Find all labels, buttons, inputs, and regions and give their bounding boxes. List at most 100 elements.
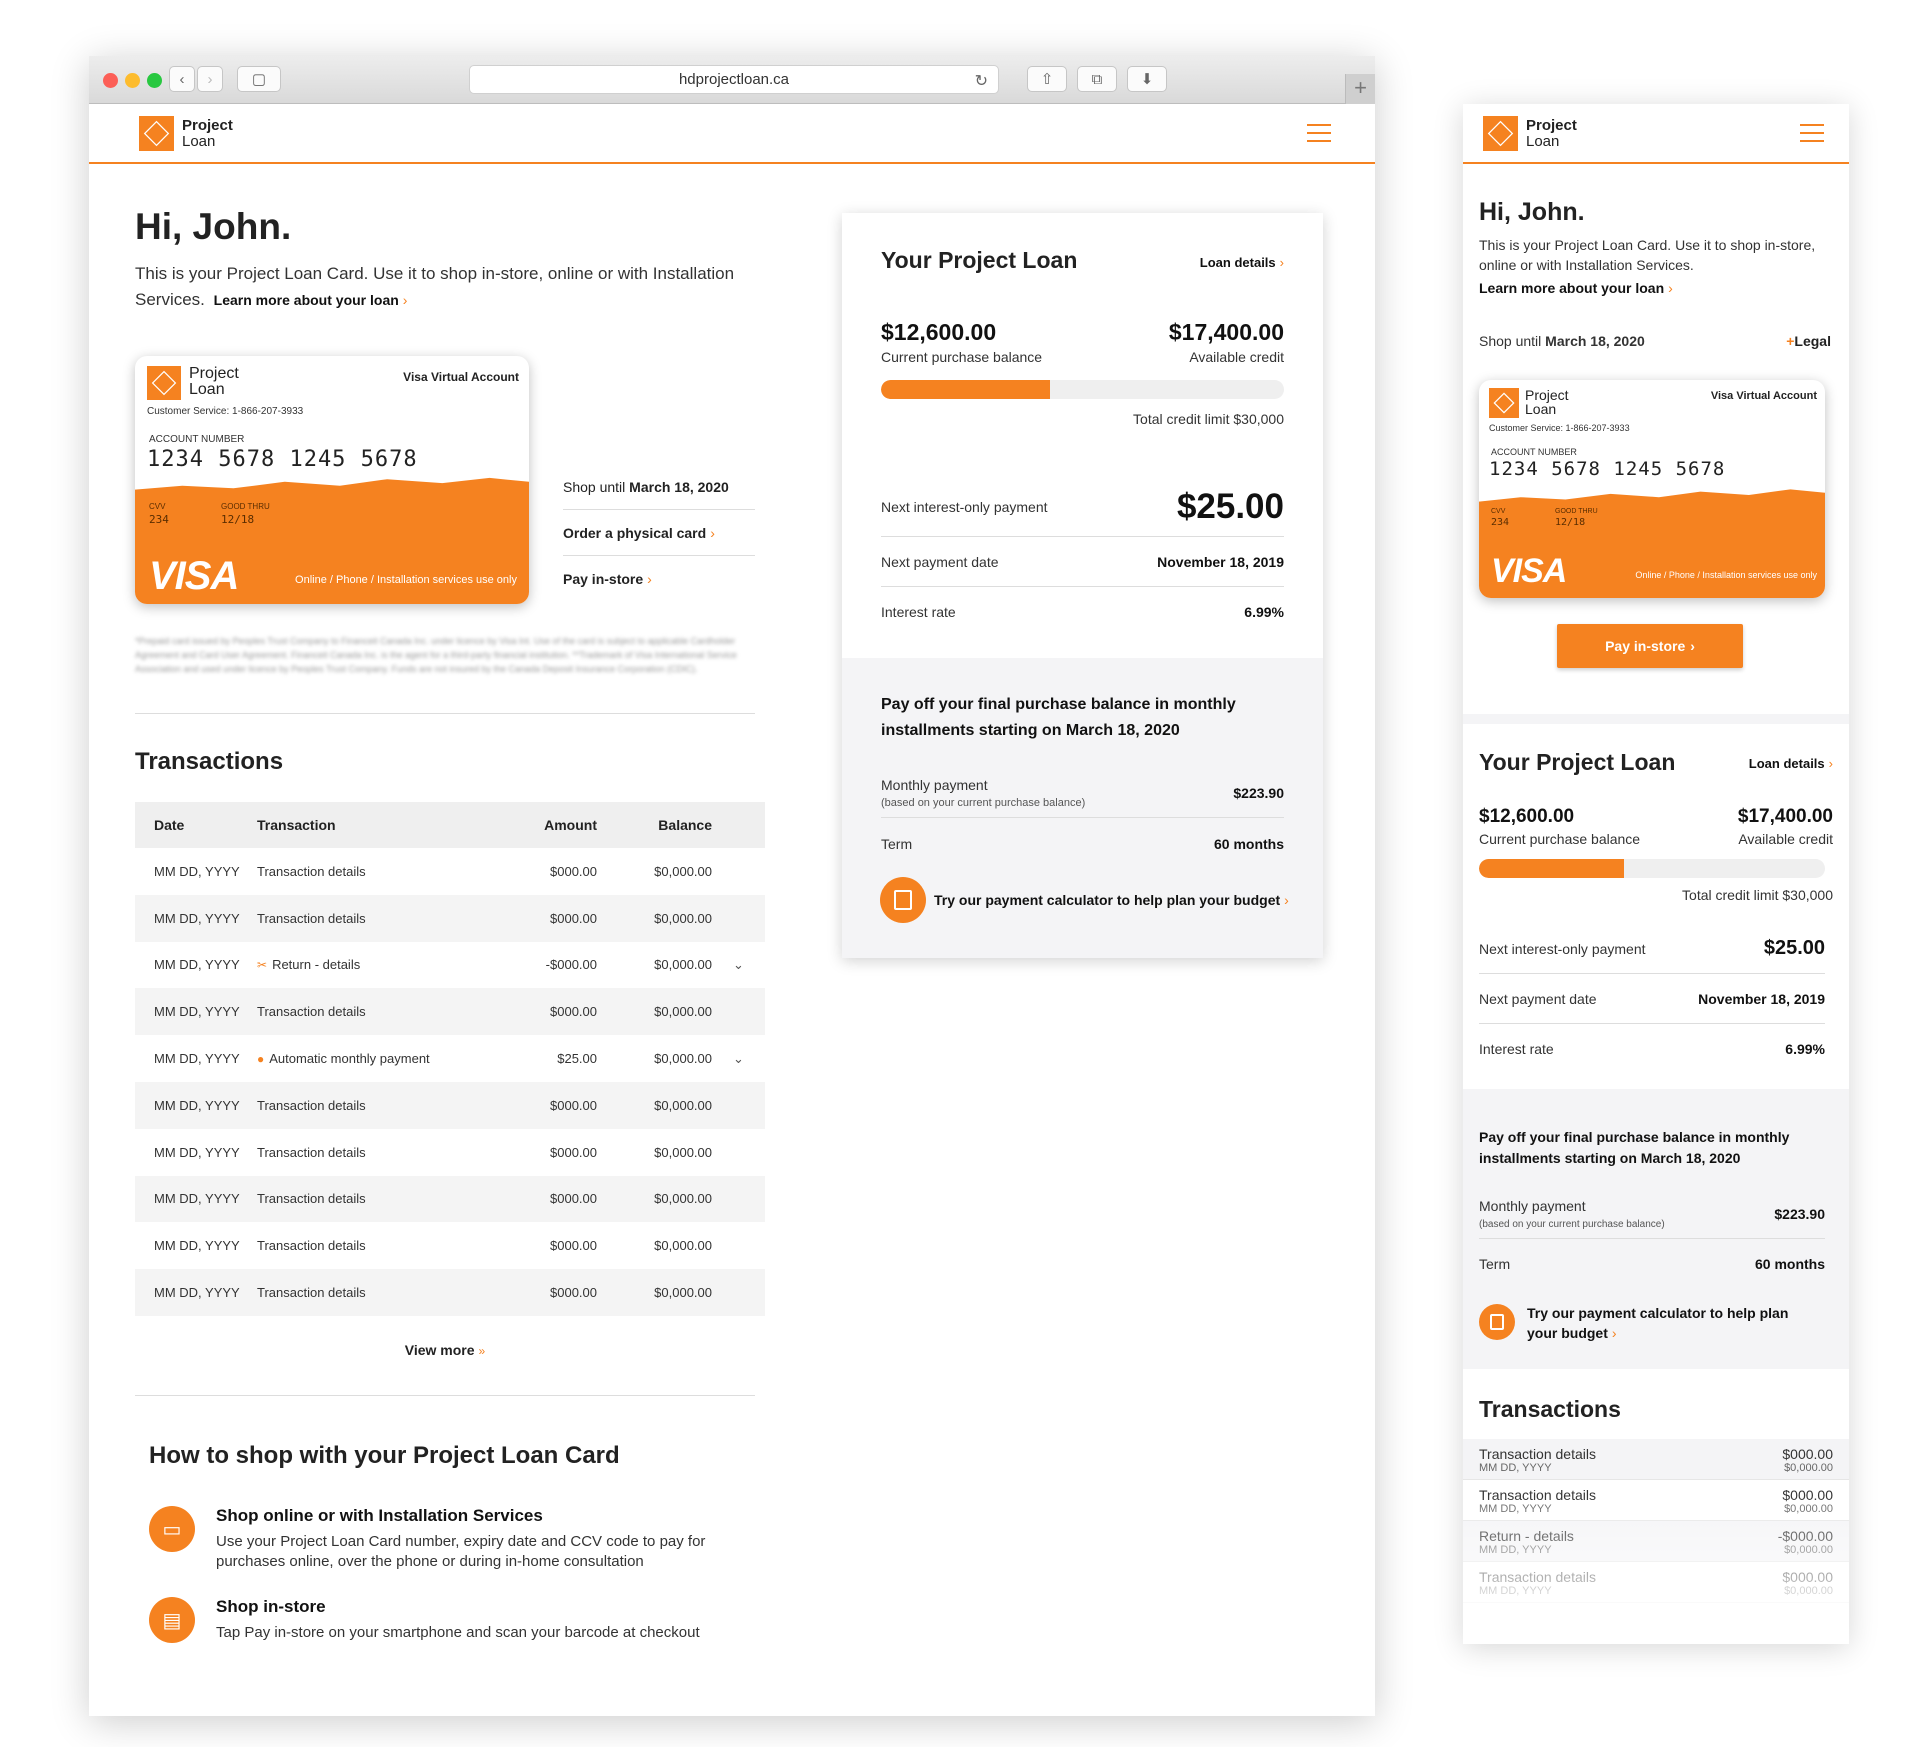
home-depot-logo[interactable] (139, 116, 174, 151)
row-date: MM DD, YYYY (154, 863, 240, 879)
legal-label: Legal (1794, 333, 1831, 349)
row-balance: $0,000.00 (654, 1144, 712, 1160)
next-payment-label: Next interest-only payment (1479, 940, 1646, 957)
table-row: MM DD, YYYY Transaction details $000.00 $0,… (135, 894, 765, 942)
card-logo (1489, 388, 1519, 418)
back-icon[interactable]: ‹ (169, 66, 195, 92)
url-bar[interactable]: hdprojectloan.ca ↻ (469, 65, 999, 94)
row-desc: Transaction details (257, 911, 487, 926)
order-physical-card-link[interactable]: Order a physical card › (563, 510, 755, 556)
intro-text: This is your Project Loan Card. Use it t… (1479, 237, 1816, 273)
forward-icon[interactable]: › (197, 66, 223, 92)
expand-chevron-icon[interactable]: ⌄ (733, 956, 744, 972)
credit-limit: Total credit limit $30,000 (1682, 887, 1833, 903)
chevron-right-icon: › (1611, 1325, 1617, 1341)
row-balance: $0,000.00 (654, 1051, 712, 1067)
section-divider (1463, 714, 1849, 724)
calculator-link[interactable]: Try our payment calculator to help plan … (1527, 1303, 1797, 1343)
cvv-value: 234 (1491, 517, 1510, 528)
learn-more-link[interactable]: Learn more about your loan › (1479, 280, 1673, 296)
zoom-window-button[interactable] (147, 73, 162, 88)
pay-in-store-link[interactable]: Pay in-store › (563, 556, 755, 602)
reload-icon[interactable]: ↻ (974, 73, 988, 90)
monthly-label: Monthly payment (881, 776, 988, 793)
sidebar-icon[interactable]: ▢ (237, 66, 281, 92)
pay-in-store-button[interactable]: Pay in-store › (1557, 624, 1743, 668)
table-row: MM DD, YYYY Transaction details $000.00 $0,… (135, 1269, 765, 1316)
purchase-balance-label: Current purchase balance (881, 349, 1043, 365)
purchase-balance: $12,600.00 (881, 319, 997, 345)
calculator-icon (880, 877, 926, 923)
rate-label: Interest rate (1479, 1041, 1554, 1057)
account-number: 1234 5678 1245 5678 (147, 447, 418, 472)
download-icon[interactable]: ⬇ (1127, 66, 1167, 92)
row-amount: $000.00 (550, 1238, 597, 1254)
loan-details-link[interactable]: Loan details › (1749, 756, 1833, 771)
calculator-icon (1479, 1304, 1515, 1340)
row-desc-text: Transaction details (257, 1144, 366, 1160)
next-payment-row: Next interest-only payment $25.00 (881, 477, 1284, 537)
card-usage: Online / Phone / Installation services u… (295, 574, 517, 586)
col-transaction: Transaction (257, 817, 336, 833)
row-desc: Transaction details (257, 864, 487, 879)
row-desc-text: Transaction details (257, 1191, 366, 1207)
next-payment-row: Next interest-only payment $25.00 (1479, 924, 1825, 974)
table-row: MM DD, YYYY Transaction details $000.00 $0,… (135, 1128, 765, 1176)
hamburger-menu-icon[interactable] (1800, 124, 1824, 142)
chevron-right-icon: › (1690, 638, 1695, 654)
row-desc-text: Automatic monthly payment (269, 1051, 430, 1067)
credit-limit: Total credit limit $30,000 (1133, 411, 1284, 427)
shop-until: Shop until March 18, 2020 (1479, 333, 1645, 349)
expand-chevron-icon[interactable]: ⌄ (733, 1050, 744, 1066)
share-icon[interactable]: ⇧ (1027, 66, 1067, 92)
tabs-icon[interactable]: ⧉ (1077, 66, 1117, 92)
loan-details-link[interactable]: Loan details › (1200, 255, 1284, 270)
learn-more-label: Learn more about your loan (1479, 280, 1665, 296)
transactions-title: Transactions (1479, 1396, 1621, 1422)
table-row[interactable]: MM DD, YYYY ● Automatic monthly payment $25… (135, 1035, 765, 1082)
chevron-right-icon: › (1284, 892, 1289, 908)
return-icon: ✂ (257, 958, 268, 973)
close-window-button[interactable] (103, 73, 118, 88)
row-desc: ✂ Return - details (257, 957, 487, 972)
double-chevron-down-icon: » (478, 1344, 486, 1358)
new-tab-icon[interactable]: + (1345, 74, 1375, 104)
legal-link[interactable]: +Legal (1786, 333, 1831, 349)
calculator-link[interactable]: Try our payment calculator to help plan … (934, 892, 1289, 908)
shop-until-label: Shop until (563, 478, 626, 495)
how-item-desc: Tap Pay in-store on your smartphone and … (216, 1624, 700, 1641)
payoff-text: Pay off your final purchase balance in m… (881, 696, 1236, 739)
visa-logo: VISA (1491, 552, 1567, 590)
chevron-right-icon: › (1279, 255, 1284, 270)
available-credit: $17,400.00 (1168, 319, 1284, 345)
divider (135, 1395, 755, 1396)
row-desc-text: Transaction details (257, 910, 366, 926)
store-icon: ▤ (149, 1597, 195, 1643)
row-date: MM DD, YYYY (154, 910, 240, 926)
page-title: Hi, John. (1479, 198, 1585, 226)
brand-name: Project Loan (1526, 118, 1577, 150)
minimize-window-button[interactable] (125, 73, 140, 88)
monthly-value: $223.90 (1233, 784, 1284, 801)
row-date: MM DD, YYYY (154, 1097, 240, 1113)
rate-label: Interest rate (881, 604, 956, 620)
mobile-view: Project Loan Hi, John. This is your Proj… (1463, 104, 1849, 1644)
hamburger-menu-icon[interactable] (1307, 124, 1331, 142)
row-date: MM DD, YYYY (154, 1191, 240, 1207)
col-balance: Balance (658, 817, 712, 833)
good-thru-value: 12/18 (221, 513, 255, 526)
card-actions: Shop until March 18, 2020 Order a physic… (563, 464, 755, 602)
how-item-title: Shop in-store (216, 1597, 326, 1616)
next-payment-label: Next interest-only payment (881, 498, 1048, 515)
table-row[interactable]: MM DD, YYYY ✂ Return - details -$000.00 $0,0… (135, 941, 765, 989)
row-desc: Transaction details (257, 1004, 487, 1019)
card-orange-band (1479, 489, 1825, 598)
rate-value: 6.99% (1244, 604, 1284, 620)
brand-line-2: Loan (1526, 133, 1560, 150)
view-more-button[interactable]: View more» (135, 1342, 755, 1358)
home-depot-logo[interactable] (1483, 116, 1518, 151)
learn-more-link[interactable]: Learn more about your loan › (214, 292, 408, 308)
row-balance: $0,000.00 (654, 1097, 712, 1113)
